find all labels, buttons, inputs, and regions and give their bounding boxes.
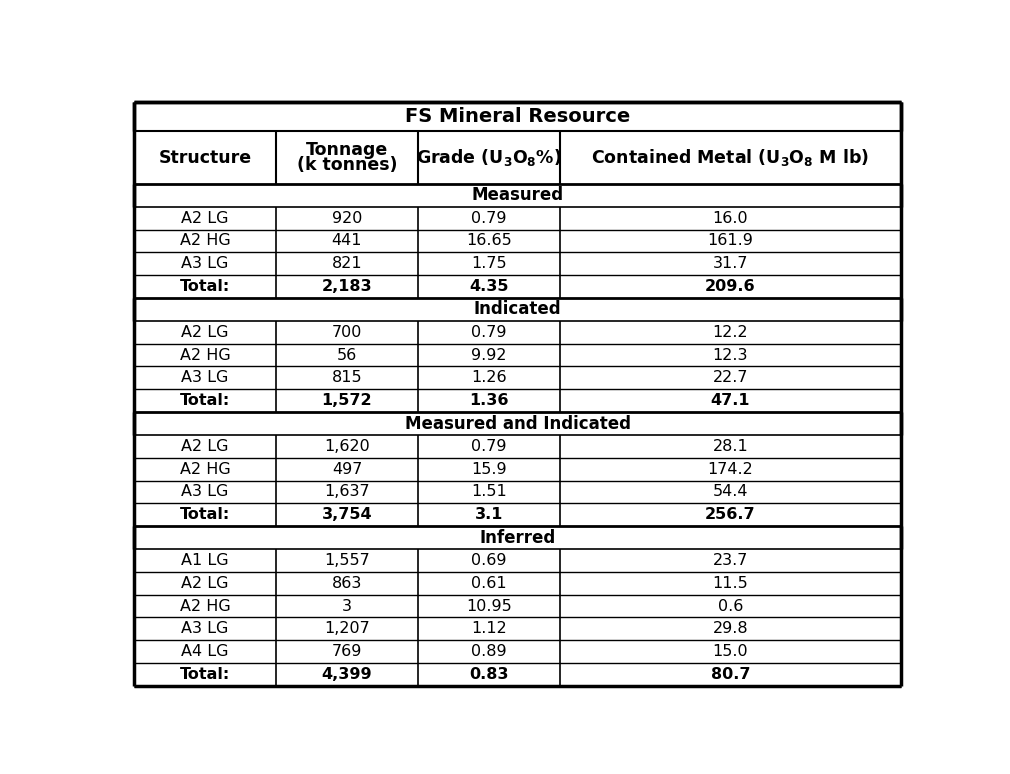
- Text: 0.6: 0.6: [718, 598, 743, 614]
- Text: Grade ($\mathregular{U_3O_8}$%): Grade ($\mathregular{U_3O_8}$%): [416, 147, 562, 168]
- Text: 4.35: 4.35: [469, 279, 509, 294]
- Text: 174.2: 174.2: [708, 461, 753, 477]
- Text: Total:: Total:: [180, 667, 230, 682]
- Text: Tonnage: Tonnage: [306, 141, 388, 159]
- Text: 15.9: 15.9: [471, 461, 507, 477]
- Text: 1.75: 1.75: [471, 256, 507, 272]
- Text: 815: 815: [331, 371, 363, 385]
- Text: 0.79: 0.79: [471, 325, 507, 340]
- Text: 16.65: 16.65: [466, 234, 512, 248]
- Text: 0.69: 0.69: [471, 553, 507, 568]
- Text: 3: 3: [342, 598, 351, 614]
- Text: A2 LG: A2 LG: [181, 439, 229, 454]
- Text: 1.36: 1.36: [469, 393, 509, 408]
- Text: 11.5: 11.5: [713, 576, 748, 591]
- Text: 0.79: 0.79: [471, 211, 507, 226]
- Text: 54.4: 54.4: [713, 485, 748, 499]
- Text: A2 LG: A2 LG: [181, 211, 229, 226]
- Text: 1.51: 1.51: [471, 485, 507, 499]
- Text: FS Mineral Resource: FS Mineral Resource: [405, 107, 630, 126]
- Text: Indicated: Indicated: [474, 300, 562, 318]
- Text: 1,557: 1,557: [324, 553, 370, 568]
- Text: 23.7: 23.7: [713, 553, 748, 568]
- Text: 47.1: 47.1: [711, 393, 750, 408]
- Text: 863: 863: [331, 576, 363, 591]
- Text: 9.92: 9.92: [471, 348, 507, 362]
- Text: Total:: Total:: [180, 279, 230, 294]
- Text: 31.7: 31.7: [713, 256, 748, 272]
- Text: Structure: Structure: [159, 149, 251, 166]
- Text: 209.6: 209.6: [705, 279, 755, 294]
- Text: A4 LG: A4 LG: [181, 644, 229, 659]
- Text: 3,754: 3,754: [321, 507, 373, 522]
- Text: 22.7: 22.7: [713, 371, 748, 385]
- Text: 1.12: 1.12: [471, 622, 507, 636]
- Text: 0.89: 0.89: [471, 644, 507, 659]
- Text: A1 LG: A1 LG: [181, 553, 229, 568]
- Text: Inferred: Inferred: [480, 529, 556, 546]
- Text: 3.1: 3.1: [475, 507, 503, 522]
- Text: A2 HG: A2 HG: [180, 234, 230, 248]
- Text: A2 HG: A2 HG: [180, 598, 230, 614]
- Text: 821: 821: [331, 256, 363, 272]
- Text: Measured: Measured: [472, 187, 564, 204]
- Text: 0.79: 0.79: [471, 439, 507, 454]
- Text: A3 LG: A3 LG: [182, 256, 228, 272]
- Text: A2 HG: A2 HG: [180, 348, 230, 362]
- Text: 15.0: 15.0: [713, 644, 748, 659]
- Text: Contained Metal ($\mathregular{U_3O_8}$ M lb): Contained Metal ($\mathregular{U_3O_8}$ …: [592, 147, 870, 168]
- Text: A3 LG: A3 LG: [182, 371, 228, 385]
- Text: 497: 497: [331, 461, 363, 477]
- Text: A2 LG: A2 LG: [181, 576, 229, 591]
- Text: A2 LG: A2 LG: [181, 325, 229, 340]
- Text: 28.1: 28.1: [713, 439, 748, 454]
- Text: A2 HG: A2 HG: [180, 461, 230, 477]
- Text: (k tonnes): (k tonnes): [297, 156, 397, 174]
- Text: 1,572: 1,572: [321, 393, 373, 408]
- Text: 29.8: 29.8: [713, 622, 748, 636]
- Text: 1.26: 1.26: [471, 371, 507, 385]
- Text: 769: 769: [331, 644, 363, 659]
- Text: 1,620: 1,620: [324, 439, 370, 454]
- Text: Measured and Indicated: Measured and Indicated: [405, 415, 630, 433]
- Text: A3 LG: A3 LG: [182, 485, 228, 499]
- Text: 2,183: 2,183: [321, 279, 373, 294]
- Text: 1,207: 1,207: [324, 622, 370, 636]
- Text: 161.9: 161.9: [708, 234, 753, 248]
- Text: 256.7: 256.7: [705, 507, 755, 522]
- Text: 0.61: 0.61: [471, 576, 507, 591]
- Text: 1,637: 1,637: [324, 485, 370, 499]
- Text: 12.2: 12.2: [713, 325, 748, 340]
- Text: Total:: Total:: [180, 393, 230, 408]
- Text: 80.7: 80.7: [711, 667, 750, 682]
- Text: 10.95: 10.95: [466, 598, 512, 614]
- Text: 920: 920: [331, 211, 363, 226]
- Text: 0.83: 0.83: [469, 667, 509, 682]
- Text: A3 LG: A3 LG: [182, 622, 228, 636]
- Text: 56: 56: [336, 348, 358, 362]
- Text: 12.3: 12.3: [713, 348, 748, 362]
- Text: 700: 700: [331, 325, 363, 340]
- Text: 16.0: 16.0: [713, 211, 748, 226]
- Text: 4,399: 4,399: [321, 667, 373, 682]
- Text: Total:: Total:: [180, 507, 230, 522]
- Text: 441: 441: [331, 234, 363, 248]
